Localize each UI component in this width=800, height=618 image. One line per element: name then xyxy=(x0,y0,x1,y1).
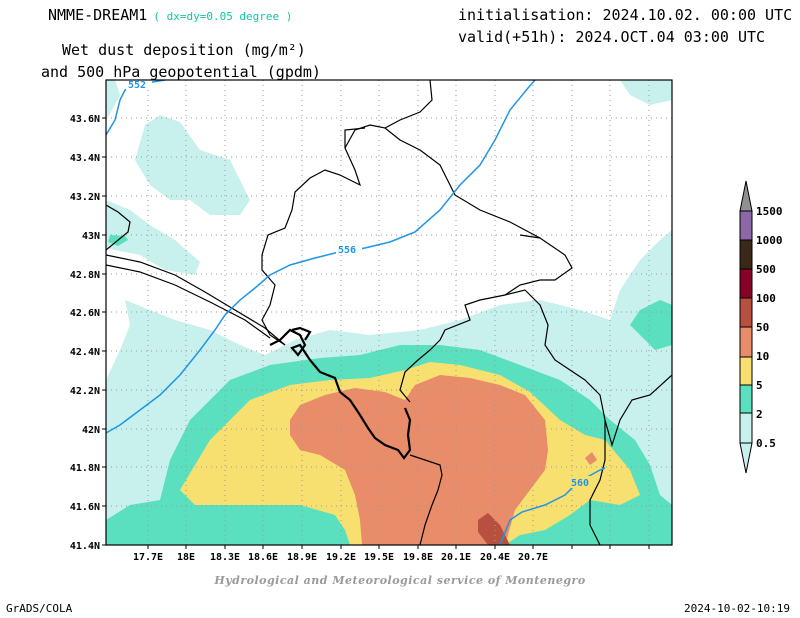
lon-tick-label: 18.9E xyxy=(287,552,317,563)
lat-tick-label: 43.2N xyxy=(70,192,100,203)
colorbar-swatch xyxy=(739,239,753,270)
colorbar xyxy=(739,180,753,474)
model-name: NMME-DREAM1 xyxy=(48,6,148,24)
colorbar-label: 100 xyxy=(756,292,776,305)
colorbar-label: 1500 xyxy=(756,205,783,218)
colorbar-swatch xyxy=(739,356,753,386)
lon-tick-label: 19.2E xyxy=(326,552,356,563)
lat-tick-label: 42N xyxy=(82,425,100,436)
contour-label: 560 xyxy=(571,478,589,489)
deposition-area-0.5 xyxy=(106,80,120,120)
colorbar-label: 2 xyxy=(756,408,763,421)
deposition-area-10 xyxy=(290,375,548,545)
credit-line: Hydrological and Meteorological service … xyxy=(214,574,586,587)
lon-tick-label: 18E xyxy=(177,552,195,563)
lat-tick-label: 42.8N xyxy=(70,270,100,281)
lon-tick-label: 20.1E xyxy=(441,552,471,563)
lat-tick-label: 41.8N xyxy=(70,463,100,474)
colorbar-label: 5 xyxy=(756,379,763,392)
lat-tick-label: 43.6N xyxy=(70,114,100,125)
valid-time: valid(+51h): 2024.OCT.04 03:00 UTC xyxy=(458,28,766,46)
country-borders xyxy=(106,80,672,545)
colorbar-swatch xyxy=(739,412,753,444)
lon-tick-label: 19.8E xyxy=(403,552,433,563)
lat-tick-label: 42.6N xyxy=(70,308,100,319)
lat-tick-label: 43N xyxy=(82,231,100,242)
lon-tick-label: 19.5E xyxy=(364,552,394,563)
deposition-area-10 xyxy=(585,452,597,465)
lon-tick-label: 17.7E xyxy=(133,552,163,563)
software-label: GrADS/COLA xyxy=(6,602,73,615)
colorbar-swatch xyxy=(739,210,753,241)
contour-label: 552 xyxy=(128,80,146,91)
lon-tick-label: 18.3E xyxy=(210,552,240,563)
lon-tick-label: 20.4E xyxy=(480,552,510,563)
colorbar-label: 10 xyxy=(756,350,769,363)
coastline xyxy=(269,326,412,460)
colorbar-lower-arrow xyxy=(739,442,753,474)
init-time: initialisation: 2024.10.02. 00:00 UTC xyxy=(458,6,793,24)
lat-tick-label: 41.6N xyxy=(70,502,100,513)
variable-title-line2: and 500 hPa geopotential (gpdm) xyxy=(41,63,321,81)
lon-tick-label: 18.6E xyxy=(248,552,278,563)
contour-label: 556 xyxy=(338,245,356,256)
lat-tick-label: 43.4N xyxy=(70,153,100,164)
deposition-area-0.5 xyxy=(106,200,200,275)
model-title: NMME-DREAM1 ( dx=dy=0.05 degree ) xyxy=(48,6,292,24)
variable-title-line1: Wet dust deposition (mg/m²) xyxy=(62,41,306,59)
colorbar-swatch xyxy=(739,268,753,299)
lat-tick-label: 41.4N xyxy=(70,541,100,552)
colorbar-label: 0.5 xyxy=(756,437,776,450)
colorbar-upper-arrow xyxy=(739,180,753,212)
colorbar-label: 50 xyxy=(756,321,769,334)
colorbar-label: 1000 xyxy=(756,234,783,247)
axis-ticks xyxy=(102,117,650,549)
colorbar-swatch xyxy=(739,384,753,414)
colorbar-swatch xyxy=(739,326,753,358)
colorbar-swatch xyxy=(739,297,753,328)
lon-labels: 17.7E 18E 18.3E 18.6E 18.9E 19.2E 19.5E … xyxy=(133,552,548,563)
map-plot-area: 552 556 560 xyxy=(106,80,672,545)
lat-labels: 43.6N 43.4N 43.2N 43N 42.8N 42.6N 42.4N … xyxy=(70,114,100,552)
colorbar-labels: 0.5 2 5 10 50 100 500 1000 1500 xyxy=(756,205,783,450)
contour-labels: 552 556 560 xyxy=(126,80,595,489)
deposition-area-0.5 xyxy=(135,115,250,215)
lat-tick-label: 42.2N xyxy=(70,386,100,397)
lon-tick-label: 20.7E xyxy=(518,552,548,563)
deposition-area-0.5 xyxy=(620,80,672,105)
deposition-shading xyxy=(106,80,672,545)
lat-tick-label: 42.4N xyxy=(70,347,100,358)
resolution-label: ( dx=dy=0.05 degree ) xyxy=(153,10,293,23)
render-timestamp: 2024-10-02-10:19 xyxy=(684,602,790,615)
deposition-area-50 xyxy=(478,513,510,545)
colorbar-label: 500 xyxy=(756,263,776,276)
